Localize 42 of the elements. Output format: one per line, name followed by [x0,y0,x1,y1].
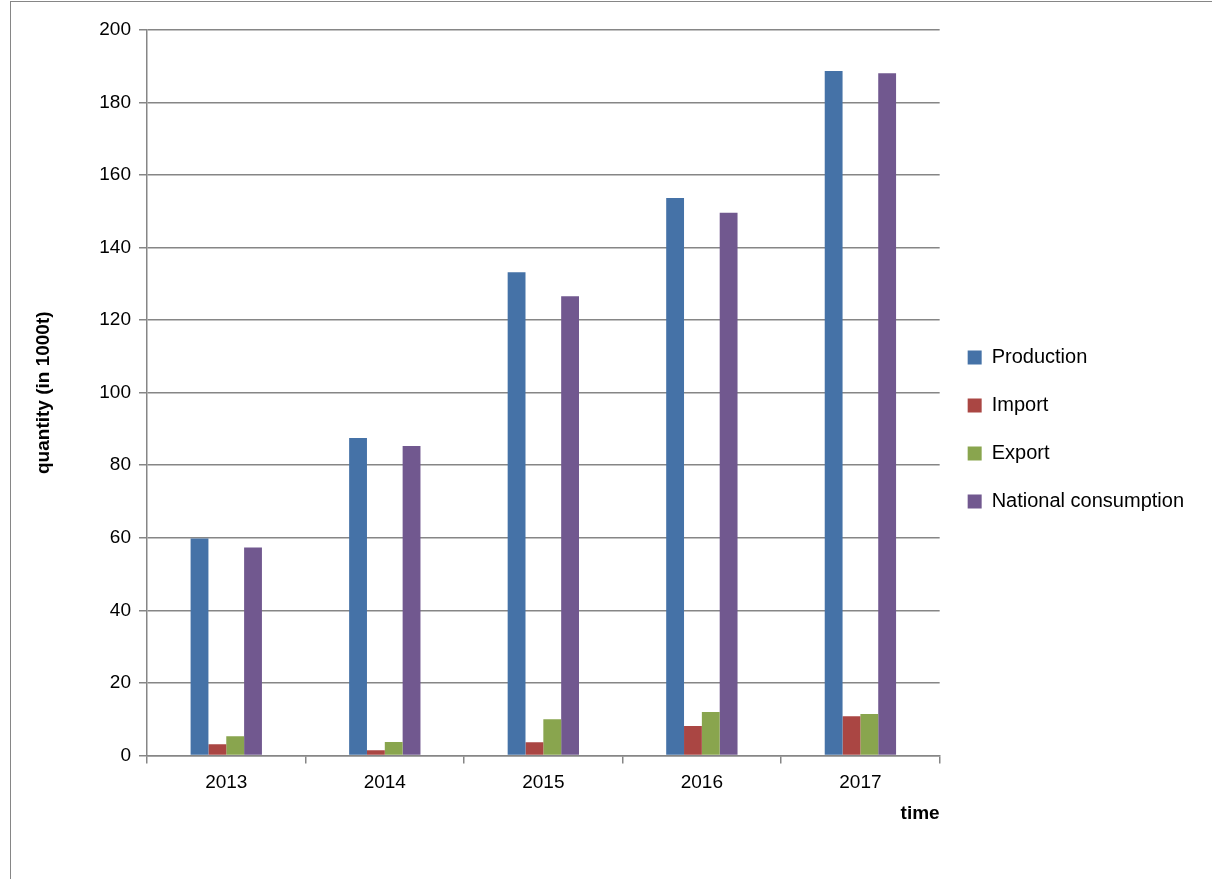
y-tick-label: 120 [99,308,131,330]
legend-label: Import [991,393,1049,416]
bar [842,716,861,755]
x-tick-label: 2017 [839,771,882,793]
y-tick-label: 200 [99,18,131,40]
bar [190,538,209,755]
y-tick-label: 40 [109,598,131,620]
bar [384,741,403,755]
bar [878,73,897,755]
bar [666,197,685,755]
y-tick-label: 60 [109,526,131,548]
bar [860,714,879,755]
x-tick-label: 2014 [363,771,407,793]
x-tick-label: 2016 [680,771,724,793]
legend-label: Production [991,345,1088,368]
y-axis-title: quantity (in 1000t) [31,311,53,474]
bar [226,736,245,755]
bar [366,750,385,755]
y-tick-label: 0 [120,743,131,765]
bar [561,296,579,755]
x-tick-label: 2013 [205,771,248,793]
bar [684,726,702,755]
bar [824,70,843,755]
bar [719,212,738,755]
y-tick-label: 140 [99,235,131,257]
bar [701,711,720,755]
y-tick-label: 180 [99,90,131,112]
bar [543,719,562,755]
x-tick-label: 2015 [522,771,565,793]
bar [349,438,367,755]
bar [402,446,421,755]
y-tick-label: 80 [109,453,131,475]
bar [208,744,227,755]
y-tick-label: 160 [99,163,131,185]
bar [507,272,526,755]
legend-label: Export [991,441,1050,464]
bar [244,547,262,755]
y-tick-label: 20 [109,671,131,693]
legend-label: National consumption [991,489,1185,512]
x-axis-title: time [900,801,940,823]
y-tick-label: 100 [99,380,131,402]
bar [525,742,544,755]
